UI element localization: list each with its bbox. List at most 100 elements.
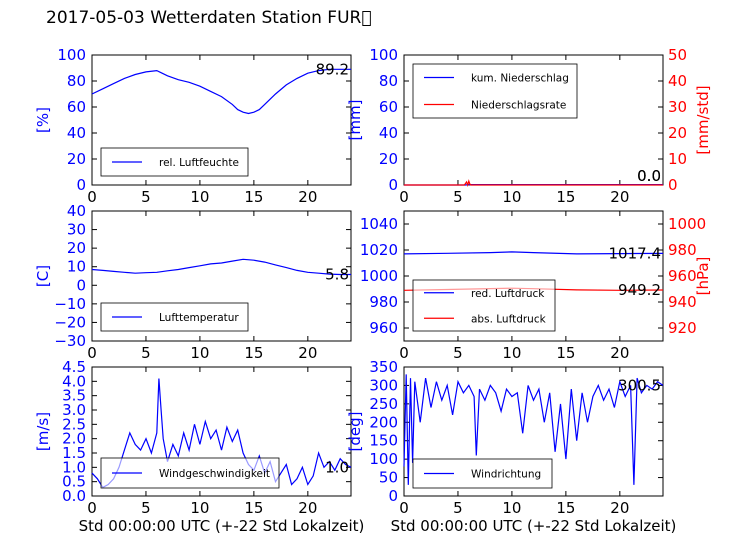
x-tick-label: 10 [190, 344, 209, 362]
x-tick-label: 10 [502, 344, 521, 362]
legend-entry: kum. Niederschlag [471, 73, 569, 85]
x-tick-label: 0 [87, 344, 97, 362]
series-line-1 [91, 68, 351, 115]
y-tick-label: 80 [67, 72, 86, 90]
y2-axis-label: [mm/std] [694, 85, 712, 154]
y-tick-label: 20 [67, 239, 86, 257]
current-value-label: 0.0 [637, 167, 661, 185]
plot-frame-3 [91, 210, 352, 342]
y-tick-label: 60 [67, 98, 86, 116]
y-tick-label: 1000 [360, 267, 398, 285]
y2-tick-label: 920 [668, 319, 697, 337]
series-line-1 [91, 258, 351, 276]
y2-tick-label: 40 [668, 72, 687, 90]
y2-axis-label: [hPa] [694, 257, 712, 296]
current-value-label: 5.8 [325, 266, 349, 284]
y2-tick-label: 960 [668, 267, 697, 285]
y-tick-label: 0 [388, 176, 398, 194]
y-tick-label: 0 [76, 176, 86, 194]
y-tick-label: 150 [369, 432, 398, 450]
current-value-label-2: 0.0 [637, 167, 661, 185]
y-tick-label: 1040 [360, 215, 398, 233]
y-tick-label: 0.0 [62, 487, 86, 505]
y-tick-label: 40 [67, 124, 86, 142]
y-tick-label: 100 [369, 46, 398, 64]
x-tick-label: 10 [190, 188, 209, 206]
x-tick-label: 15 [244, 344, 263, 362]
y-tick-label: 2.5 [62, 415, 86, 433]
x-tick-label: 20 [610, 188, 629, 206]
y-axis-label: [%] [34, 107, 52, 133]
legend-box [412, 63, 578, 119]
plot-frame-6 [403, 366, 664, 497]
x-tick-label: 0 [399, 499, 409, 517]
y-tick-label: −20 [54, 313, 86, 331]
y-tick-label: 1.5 [62, 444, 86, 462]
y-tick-label: 0.5 [62, 473, 86, 491]
x-tick-label: 0 [87, 188, 97, 206]
x-tick-label: 15 [244, 188, 263, 206]
y-tick-label: 960 [369, 319, 398, 337]
x-tick-label: 15 [556, 188, 575, 206]
legend-entry: Niederschlagsrate [471, 100, 566, 112]
y-tick-label: 4.0 [62, 372, 86, 390]
legend-entry: Windrichtung [471, 469, 541, 481]
x-tick-label: 20 [298, 499, 317, 517]
y2-tick-label: 1000 [668, 215, 706, 233]
y2-tick-label: 10 [668, 150, 687, 168]
y-axis-label: [C] [34, 265, 52, 287]
y-tick-label: 350 [369, 358, 398, 376]
x-tick-label: 10 [502, 499, 521, 517]
legend-entry: rel. Luftfeuchte [159, 157, 239, 169]
legend-entry: abs. Luftdruck [471, 313, 547, 325]
x-tick-label: 0 [399, 188, 409, 206]
y-tick-label: 20 [379, 150, 398, 168]
current-value-label: 300.5 [618, 376, 661, 394]
current-value-label: 1017.4 [609, 244, 662, 262]
series-line-2 [404, 179, 663, 187]
y-tick-label: 4.5 [62, 358, 86, 376]
y-tick-label: 30 [67, 221, 86, 239]
y-tick-label: 250 [369, 395, 398, 413]
x-tick-label: 5 [453, 344, 463, 362]
y-tick-label: 300 [369, 376, 398, 394]
x-tick-label: 5 [141, 499, 151, 517]
x-axis-label: Std 00:00:00 UTC (+-22 Std Lokalzeit) [79, 517, 365, 535]
legend-entry: red. Luftdruck [471, 288, 545, 300]
y-tick-label: 80 [379, 72, 398, 90]
y-axis-label: [mm] [346, 100, 364, 141]
x-tick-label: 10 [502, 188, 521, 206]
x-tick-label: 10 [190, 499, 209, 517]
y2-tick-label: 940 [668, 293, 697, 311]
y-tick-label: 10 [67, 258, 86, 276]
y-tick-label: −30 [54, 332, 86, 350]
y-tick-label: −10 [54, 295, 86, 313]
x-tick-label: 0 [87, 499, 97, 517]
y2-tick-label: 20 [668, 124, 687, 142]
y-tick-label: 3.0 [62, 401, 86, 419]
y2-tick-label: 30 [668, 98, 687, 116]
y-tick-label: 50 [379, 469, 398, 487]
y-tick-label: 200 [369, 413, 398, 431]
y-axis-label: [deg] [346, 412, 364, 452]
legend-entry: Windgeschwindigkeit [159, 468, 270, 480]
current-value-label-2: 949.2 [618, 281, 661, 299]
y-tick-label: 100 [57, 46, 86, 64]
x-tick-label: 15 [244, 499, 263, 517]
y-tick-label: 20 [67, 150, 86, 168]
x-tick-label: 20 [610, 344, 629, 362]
x-tick-label: 15 [556, 499, 575, 517]
y-tick-label: 0 [76, 276, 86, 294]
x-tick-label: 20 [610, 499, 629, 517]
y-tick-label: 1.0 [62, 458, 86, 476]
current-value-label: 89.2 [316, 60, 349, 78]
x-tick-label: 5 [453, 188, 463, 206]
y-tick-label: 60 [379, 98, 398, 116]
x-tick-label: 20 [298, 344, 317, 362]
y-tick-label: 40 [67, 202, 86, 220]
plot-frame-1 [91, 54, 352, 186]
y-tick-label: 3.5 [62, 387, 86, 405]
x-tick-label: 0 [399, 344, 409, 362]
legend-box [412, 279, 556, 332]
